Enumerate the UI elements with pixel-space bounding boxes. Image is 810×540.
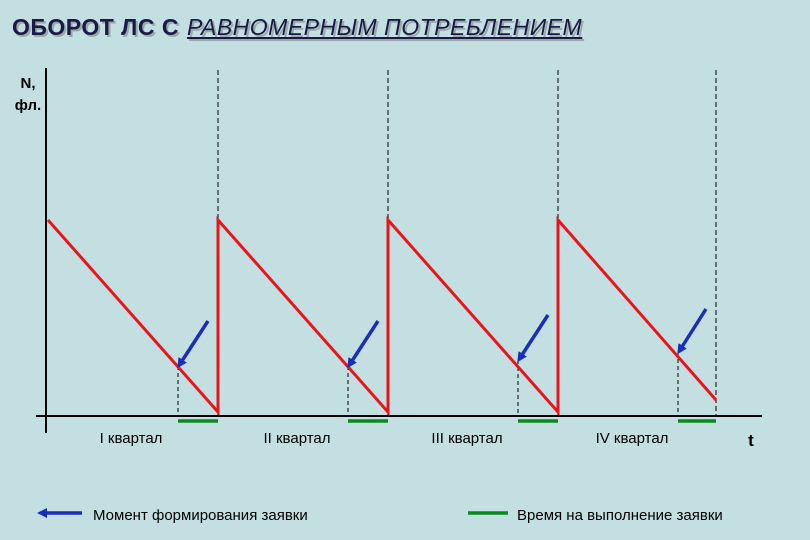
quarter-label-2: II квартал <box>263 430 330 447</box>
quarter-label-1: I квартал <box>100 430 163 447</box>
order-arrow-3 <box>517 314 550 363</box>
order-arrow-2 <box>347 320 380 369</box>
quarter-label-3: III квартал <box>431 430 502 447</box>
order-arrow-4 <box>677 308 708 355</box>
stock-level-line <box>46 216 718 416</box>
slide-title: ОБОРОТ ЛС С РАВНОМЕРНЫМ ПОТРЕБЛЕНИЕМ <box>12 14 582 41</box>
legend-order-moment-label: Момент формирования заявки <box>93 507 308 524</box>
quarter-label-4: IV квартал <box>596 430 669 447</box>
x-axis-label: t <box>748 431 754 450</box>
legend-execution-time-label: Время на выполнение заявки <box>517 507 723 524</box>
title-part-1: ОБОРОТ ЛС С <box>12 14 179 40</box>
title-part-2: РАВНОМЕРНЫМ ПОТРЕБЛЕНИЕМ <box>186 14 583 40</box>
y-axis-label-line-2: фл. <box>15 97 41 114</box>
order-arrow-1 <box>177 320 210 369</box>
y-axis-label-line-1: N, <box>21 75 36 92</box>
